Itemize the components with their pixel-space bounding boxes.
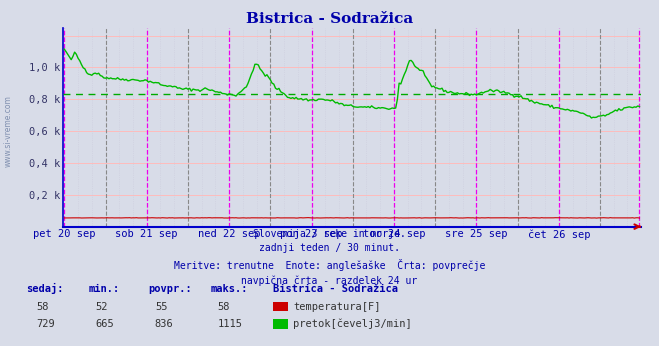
Text: www.si-vreme.com: www.si-vreme.com bbox=[3, 95, 13, 167]
Text: 729: 729 bbox=[36, 319, 55, 329]
Text: Slovenija / reke in morje.
zadnji teden / 30 minut.
Meritve: trenutne  Enote: an: Slovenija / reke in morje. zadnji teden … bbox=[174, 229, 485, 286]
Text: 52: 52 bbox=[96, 302, 108, 312]
Text: 665: 665 bbox=[96, 319, 114, 329]
Text: min.:: min.: bbox=[89, 284, 120, 294]
Text: povpr.:: povpr.: bbox=[148, 284, 192, 294]
Text: sedaj:: sedaj: bbox=[26, 283, 64, 294]
Text: 58: 58 bbox=[217, 302, 230, 312]
Text: temperatura[F]: temperatura[F] bbox=[293, 302, 381, 312]
Text: 836: 836 bbox=[155, 319, 173, 329]
Text: pretok[čevelj3/min]: pretok[čevelj3/min] bbox=[293, 318, 412, 329]
Text: Bistrica - Sodražica: Bistrica - Sodražica bbox=[246, 12, 413, 26]
Text: 55: 55 bbox=[155, 302, 167, 312]
Text: 1115: 1115 bbox=[217, 319, 243, 329]
Text: 58: 58 bbox=[36, 302, 49, 312]
Text: maks.:: maks.: bbox=[211, 284, 248, 294]
Text: Bistrica - Sodražica: Bistrica - Sodražica bbox=[273, 284, 399, 294]
